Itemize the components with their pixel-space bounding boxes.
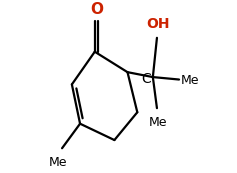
Text: Me: Me <box>49 156 68 169</box>
Text: Me: Me <box>149 116 167 129</box>
Text: OH: OH <box>146 17 169 31</box>
Text: C: C <box>141 72 151 86</box>
Text: O: O <box>90 2 103 17</box>
Text: Me: Me <box>181 74 199 87</box>
